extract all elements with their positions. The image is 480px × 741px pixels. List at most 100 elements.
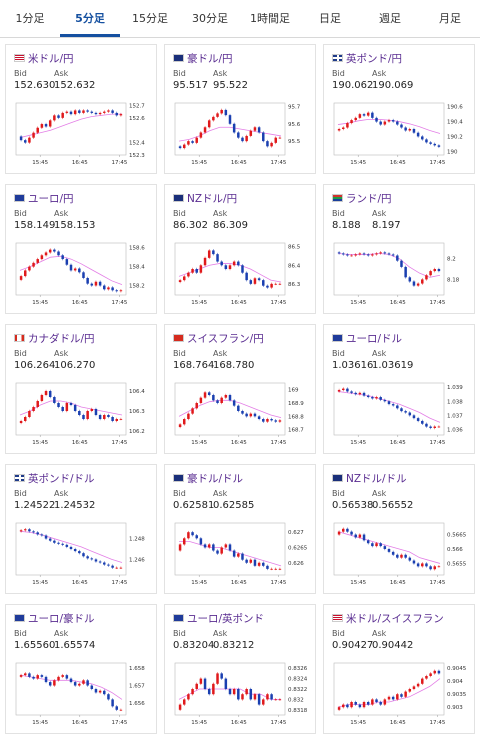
candlestick-chart: 1.658 1.657 1.656 15:45 16:45 17:45 — [15, 662, 145, 726]
candle — [425, 562, 428, 568]
price-chart[interactable]: 86.5 86.4 86.3 15:45 16:45 17:45 — [173, 239, 309, 309]
card-header: ユーロ/英ポンド — [173, 611, 264, 625]
candle — [245, 687, 248, 696]
rate-card[interactable]: 英ポンド/ドル Bid Ask 1.24522 1.24532 1.248 1.2… — [5, 464, 157, 594]
x-tick-label: 17:45 — [270, 580, 286, 586]
rate-card[interactable]: カナダドル/円 Bid Ask 106.264 106.270 106.4 106… — [5, 324, 157, 454]
pair-name[interactable]: 英ポンド/ドル — [28, 472, 95, 485]
price-chart[interactable]: 169 168.9 168.8 168.7 15:45 16:45 17:45 — [173, 379, 309, 449]
plot-frame — [15, 382, 127, 436]
price-chart[interactable]: 106.4 106.3 106.2 15:45 16:45 17:45 — [14, 379, 150, 449]
price-chart[interactable]: 1.039 1.038 1.037 1.036 15:45 16:45 17:45 — [332, 379, 468, 449]
price-chart[interactable]: 158.6 158.4 158.2 15:45 16:45 17:45 — [14, 239, 150, 309]
tab-7[interactable]: 月足 — [439, 12, 461, 25]
pair-name[interactable]: 米ドル/スイスフラン — [346, 612, 444, 625]
rate-card[interactable]: ユーロ/ドル Bid Ask 1.03616 1.03619 1.039 1.03… — [323, 324, 475, 454]
x-tick-label: 17:45 — [111, 580, 127, 586]
candle — [391, 253, 395, 257]
tab-2[interactable]: 15分足 — [132, 12, 168, 25]
rate-card[interactable]: NZドル/円 Bid Ask 86.302 86.309 86.5 86.4 86.… — [164, 184, 316, 314]
candle — [416, 131, 420, 138]
rate-card[interactable]: 豪ドル/円 Bid Ask 95.517 95.522 95.7 95.6 95.5… — [164, 44, 316, 174]
price-chart[interactable]: 0.627 0.6265 0.626 15:45 16:45 17:45 — [173, 519, 309, 589]
candle — [48, 389, 52, 399]
rate-card[interactable]: ランド/円 Bid Ask 8.188 8.197 8.2 8.18 15:45 16… — [323, 184, 475, 314]
candle — [36, 126, 39, 134]
candle — [358, 391, 362, 396]
rate-card[interactable]: スイスフラン/円 Bid Ask 168.764 168.780 169 168.… — [164, 324, 316, 454]
pair-name[interactable]: 豪ドル/円 — [187, 52, 233, 65]
rate-card[interactable]: 豪ドル/ドル Bid Ask 0.62581 0.62585 0.627 0.62… — [164, 464, 316, 594]
flag-icon — [173, 194, 184, 202]
candle — [249, 558, 253, 565]
price-chart[interactable]: 95.7 95.6 95.5 15:45 16:45 17:45 — [173, 99, 309, 169]
price-chart[interactable]: 0.9045 0.904 0.9035 0.903 15:45 16:45 17:45 — [332, 659, 468, 729]
pair-name[interactable]: NZドル/ドル — [346, 472, 407, 485]
tab-6[interactable]: 週足 — [379, 12, 401, 25]
candle — [274, 419, 278, 423]
rate-card[interactable]: ユーロ/英ポンド Bid Ask 0.83204 0.83212 0.8326 0… — [164, 604, 316, 734]
pair-name[interactable]: ユーロ/円 — [28, 192, 74, 205]
tab-0[interactable]: 1分足 — [15, 12, 45, 25]
candle — [107, 286, 110, 291]
price-chart[interactable]: 1.658 1.657 1.656 15:45 16:45 17:45 — [14, 659, 150, 729]
candle — [82, 271, 85, 280]
y-tick-label: 168.7 — [288, 428, 304, 434]
pair-name[interactable]: 豪ドル/ドル — [187, 472, 244, 485]
price-chart[interactable]: 152.7 152.6 152.4 152.3 15:45 16:45 17:45 — [14, 99, 150, 169]
pair-name[interactable]: 英ポンド/円 — [346, 52, 403, 65]
candle — [111, 286, 114, 292]
pair-name[interactable]: ランド/円 — [346, 192, 392, 205]
candle — [187, 530, 190, 540]
tab-4[interactable]: 1時間足 — [250, 12, 290, 25]
rate-card[interactable]: 英ポンド/円 Bid Ask 190.062 190.069 190.6 190.… — [323, 44, 475, 174]
price-chart[interactable]: 1.248 1.246 15:45 16:45 17:45 — [14, 519, 150, 589]
rate-card[interactable]: ユーロ/豪ドル Bid Ask 1.65560 1.65574 1.658 1.6… — [5, 604, 157, 734]
candle — [203, 126, 207, 134]
pair-name[interactable]: NZドル/円 — [187, 192, 238, 205]
candle — [187, 412, 190, 421]
tab-1[interactable]: 5分足 — [60, 0, 120, 37]
candle — [437, 144, 441, 149]
rate-card[interactable]: ユーロ/円 Bid Ask 158.149 158.153 158.6 158.4… — [5, 184, 157, 314]
price-chart[interactable]: 0.5665 0.566 0.5655 15:45 16:45 17:45 — [332, 519, 468, 589]
tab-5[interactable]: 日足 — [319, 12, 341, 25]
candle — [57, 675, 60, 682]
pair-name[interactable]: ユーロ/ドル — [346, 332, 403, 345]
candle — [40, 254, 44, 261]
pair-name[interactable]: カナダドル/円 — [28, 332, 95, 345]
candle — [103, 110, 106, 115]
candle — [187, 271, 190, 278]
price-chart[interactable]: 0.8326 0.8324 0.8322 0.832 0.8318 15:45 16:45 1… — [173, 659, 309, 729]
candle — [69, 677, 73, 684]
candle — [366, 700, 370, 706]
pair-name[interactable]: ユーロ/英ポンド — [187, 612, 265, 625]
candle — [228, 393, 232, 402]
bid-label: Bid — [332, 629, 345, 638]
pair-name[interactable]: ユーロ/豪ドル — [28, 612, 95, 625]
rate-card[interactable]: NZドル/ドル Bid Ask 0.56538 0.56552 0.5665 0.… — [323, 464, 475, 594]
candle — [433, 669, 437, 675]
candle — [36, 399, 39, 409]
pair-name[interactable]: 米ドル/円 — [28, 52, 74, 65]
candle — [199, 537, 203, 546]
y-tick-label: 106.4 — [129, 389, 145, 395]
rate-card[interactable]: 米ドル/円 Bid Ask 152.630 152.632 152.7 152.6… — [5, 44, 157, 174]
candle — [216, 399, 219, 405]
candle — [274, 136, 278, 145]
bid-label: Bid — [173, 349, 186, 358]
candle — [199, 264, 203, 274]
rate-card[interactable]: 米ドル/スイスフラン Bid Ask 0.90427 0.90442 0.904… — [323, 604, 475, 734]
candle — [379, 251, 382, 255]
candle — [375, 252, 378, 256]
candle — [19, 274, 23, 282]
candle — [203, 391, 207, 399]
candle — [73, 680, 77, 687]
y-tick-label: 152.7 — [129, 103, 145, 109]
y-tick-label: 1.038 — [447, 399, 463, 405]
candle — [107, 413, 110, 419]
price-chart[interactable]: 8.2 8.18 15:45 16:45 17:45 — [332, 239, 468, 309]
tab-3[interactable]: 30分足 — [192, 12, 228, 25]
pair-name[interactable]: スイスフラン/円 — [187, 332, 264, 345]
price-chart[interactable]: 190.6 190.4 190.2 190 15:45 16:45 17:45 — [332, 99, 468, 169]
